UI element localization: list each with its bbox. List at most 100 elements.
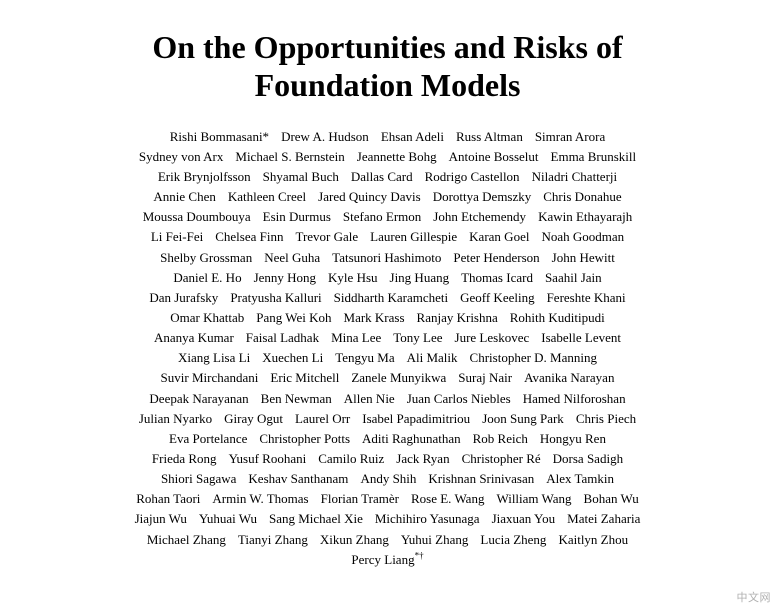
- author-name: Rishi Bommasani*: [170, 129, 269, 144]
- author-name: Siddharth Karamcheti: [334, 290, 448, 305]
- author-name: Giray Ogut: [224, 411, 283, 426]
- author-name: Frieda Rong: [152, 451, 217, 466]
- author-row: Ananya KumarFaisal LadhakMina LeeTony Le…: [24, 328, 751, 348]
- author-name: Michihiro Yasunaga: [375, 511, 480, 526]
- author-name: Juan Carlos Niebles: [407, 391, 511, 406]
- author-name: Kathleen Creel: [228, 189, 306, 204]
- author-row: Omar KhattabPang Wei KohMark KrassRanjay…: [24, 308, 751, 328]
- author-row: Rohan TaoriArmin W. ThomasFlorian Tramèr…: [24, 489, 751, 509]
- author-name: Moussa Doumbouya: [143, 209, 251, 224]
- author-row: Suvir Mirchandani Eric Mitchell Zanele Mun…: [24, 368, 751, 388]
- author-name: Zanele Munyikwa: [351, 370, 446, 385]
- author-row: Xiang Lisa Li Xuechen Li Tengyu Ma Ali Mali…: [24, 348, 751, 368]
- author-name: John Hewitt: [552, 250, 615, 265]
- author-name: Lauren Gillespie: [370, 229, 457, 244]
- author-name: Xuechen Li: [262, 350, 323, 365]
- author-row: Moussa DoumbouyaEsin DurmusStefano Ermon…: [24, 207, 751, 227]
- author-name: Florian Tramèr: [321, 491, 399, 506]
- author-name: Michael S. Bernstein: [235, 149, 344, 164]
- author-name: Jiaxuan You: [492, 511, 556, 526]
- author-name: Kaitlyn Zhou: [558, 532, 628, 547]
- author-name: Sydney von Arx: [139, 149, 224, 164]
- author-name: Alex Tamkin: [546, 471, 614, 486]
- author-row: Sydney von Arx Michael S. Bernstein Jeanne…: [24, 147, 751, 167]
- author-name: Jeannette Bohg: [357, 149, 437, 164]
- author-row: Shelby GrossmanNeel GuhaTatsunori Hashim…: [24, 248, 751, 268]
- author-name: Li Fei-Fei: [151, 229, 203, 244]
- author-name: Yuhuai Wu: [199, 511, 257, 526]
- author-name: Suraj Nair: [458, 370, 512, 385]
- author-name: Rodrigo Castellon: [425, 169, 520, 184]
- author-name: Omar Khattab: [170, 310, 244, 325]
- author-name: Tatsunori Hashimoto: [332, 250, 441, 265]
- author-name: Allen Nie: [344, 391, 395, 406]
- author-name: Sang Michael Xie: [269, 511, 363, 526]
- author-name: Xiang Lisa Li: [178, 350, 250, 365]
- author-name: Dan Jurafsky: [149, 290, 218, 305]
- title-line-1: On the Opportunities and Risks of: [152, 29, 622, 65]
- author-name: Krishnan Srinivasan: [428, 471, 534, 486]
- author-name: Rose E. Wang: [411, 491, 484, 506]
- author-name: Esin Durmus: [263, 209, 331, 224]
- author-name: Fereshte Khani: [547, 290, 626, 305]
- author-list: Rishi Bommasani* Drew A. Hudson Ehsan Adel…: [20, 127, 755, 570]
- author-name: Joon Sung Park: [482, 411, 564, 426]
- author-name: Lucia Zheng: [480, 532, 546, 547]
- author-name: John Etchemendy: [433, 209, 526, 224]
- author-name: Shyamal Buch: [263, 169, 339, 184]
- author-name: Peter Henderson: [453, 250, 539, 265]
- author-name: Chris Donahue: [543, 189, 621, 204]
- author-row: Erik Brynjolfsson Shyamal Buch Dallas Card…: [24, 167, 751, 187]
- author-name: Emma Brunskill: [551, 149, 637, 164]
- author-name: Yuhui Zhang: [401, 532, 469, 547]
- author-name: Aditi Raghunathan: [362, 431, 461, 446]
- author-name: Antoine Bosselut: [449, 149, 539, 164]
- author-name: Christopher D. Manning: [470, 350, 597, 365]
- author-name: Annie Chen: [153, 189, 215, 204]
- author-name: Tengyu Ma: [335, 350, 394, 365]
- author-name: Chelsea Finn: [215, 229, 283, 244]
- author-name: Jiajun Wu: [135, 511, 187, 526]
- author-name: Suvir Mirchandani: [161, 370, 259, 385]
- author-name: Rob Reich: [473, 431, 528, 446]
- author-name: Ranjay Krishna: [417, 310, 498, 325]
- author-name: Julian Nyarko: [139, 411, 212, 426]
- author-name: Tianyi Zhang: [238, 532, 308, 547]
- author-name: Laurel Orr: [295, 411, 350, 426]
- author-name: Simran Arora: [535, 129, 605, 144]
- paper-title: On the Opportunities and Risks of Founda…: [20, 28, 755, 105]
- author-name: Eric Mitchell: [270, 370, 339, 385]
- author-name: Pratyusha Kalluri: [230, 290, 321, 305]
- author-name: Ali Malik: [407, 350, 458, 365]
- author-name: Xikun Zhang: [320, 532, 389, 547]
- author-name: Erik Brynjolfsson: [158, 169, 251, 184]
- author-name: Bohan Wu: [584, 491, 639, 506]
- author-name: Christopher Ré: [462, 451, 541, 466]
- watermark: 中文网: [737, 589, 772, 605]
- author-name: Niladri Chatterji: [532, 169, 618, 184]
- author-name: Jared Quincy Davis: [318, 189, 421, 204]
- author-row: Michael ZhangTianyi ZhangXikun ZhangYuhu…: [24, 530, 751, 550]
- author-row: Rishi Bommasani* Drew A. Hudson Ehsan Adel…: [24, 127, 751, 147]
- author-name: Andy Shih: [360, 471, 416, 486]
- author-name: Dorottya Demszky: [433, 189, 532, 204]
- author-name: Drew A. Hudson: [281, 129, 369, 144]
- author-name: Camilo Ruiz: [318, 451, 384, 466]
- author-name: Chris Piech: [576, 411, 636, 426]
- author-name: Avanika Narayan: [524, 370, 614, 385]
- author-name: Shelby Grossman: [160, 250, 252, 265]
- author-row: Deepak NarayananBen NewmanAllen NieJuan …: [24, 389, 751, 409]
- author-name: Russ Altman: [456, 129, 523, 144]
- title-line-2: Foundation Models: [255, 67, 521, 103]
- author-name: Ehsan Adeli: [381, 129, 444, 144]
- author-name: Isabel Papadimitriou: [362, 411, 470, 426]
- author-name: Dallas Card: [351, 169, 413, 184]
- author-name: Christopher Potts: [259, 431, 350, 446]
- author-name: Thomas Icard: [461, 270, 533, 285]
- author-name: Jing Huang: [390, 270, 450, 285]
- author-row: Annie Chen Kathleen Creel Jared Quincy Dav…: [24, 187, 751, 207]
- author-row: Eva PortelanceChristopher PottsAditi Rag…: [24, 429, 751, 449]
- author-name: Isabelle Levent: [541, 330, 621, 345]
- author-name: William Wang: [496, 491, 571, 506]
- author-name: Geoff Keeling: [460, 290, 534, 305]
